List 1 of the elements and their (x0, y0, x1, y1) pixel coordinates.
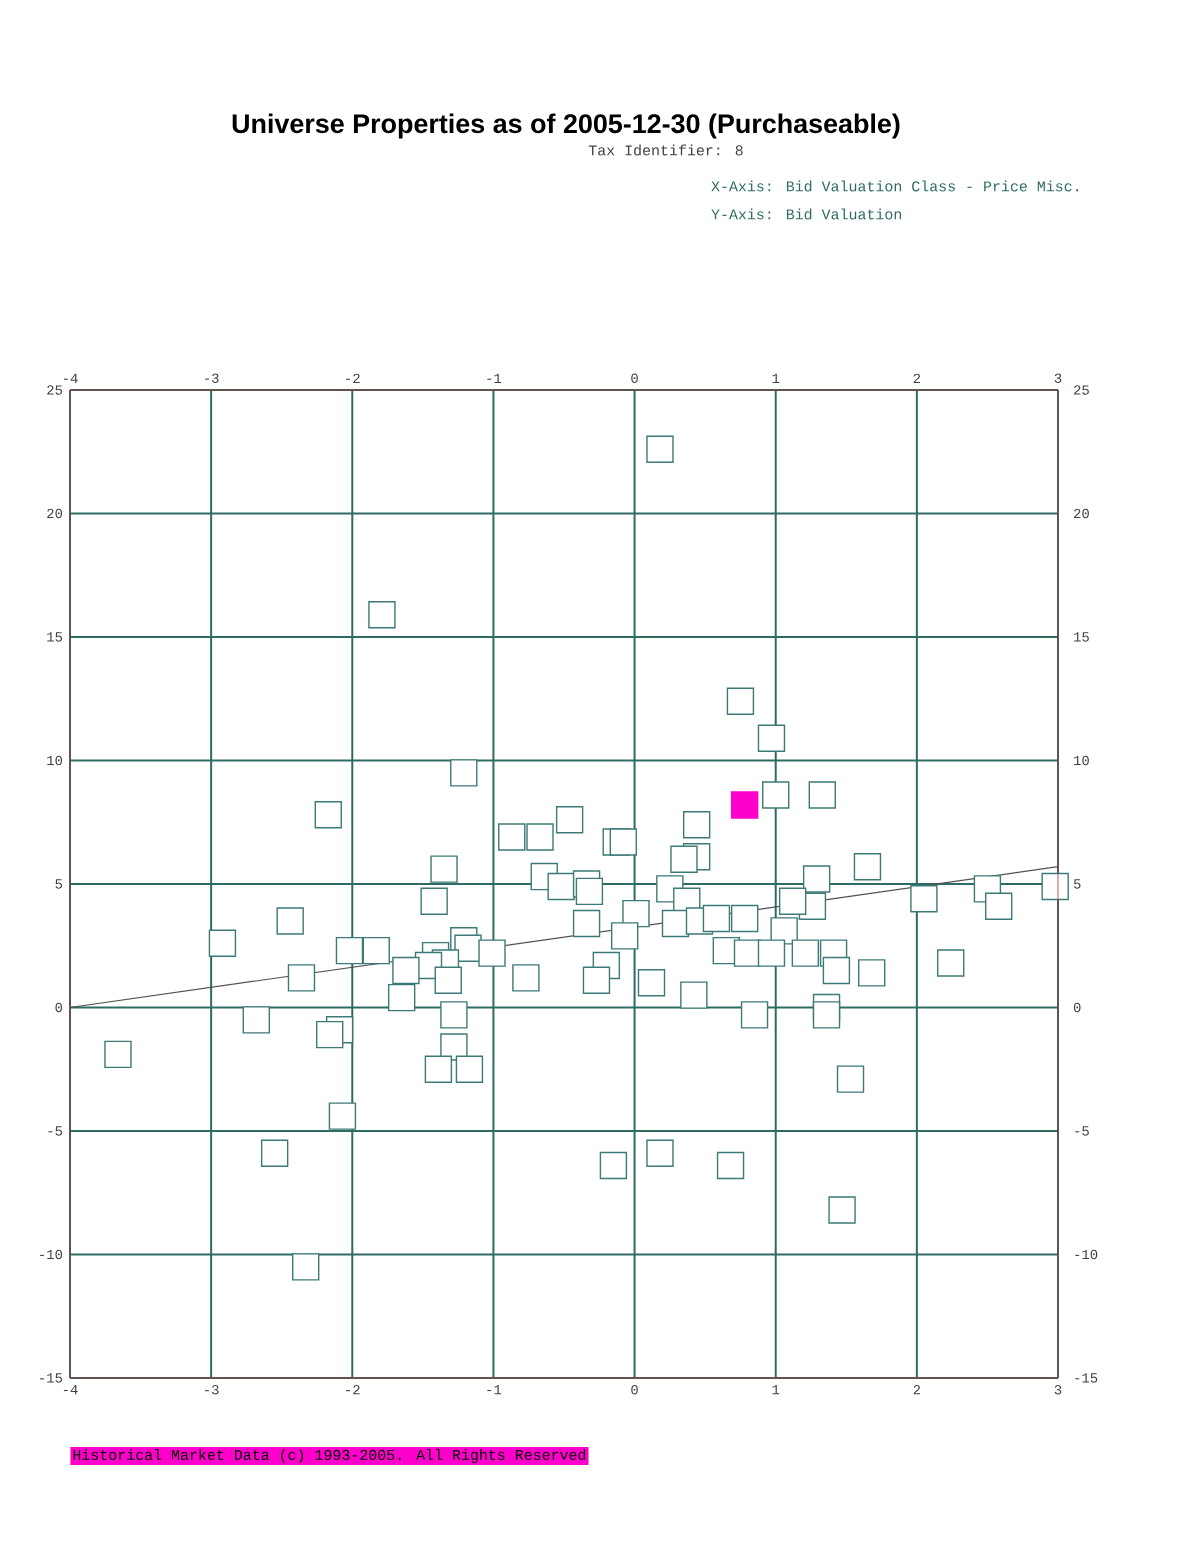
chart-title: Universe Properties as of 2005-12-30 (Purchaseable) (232, 113, 900, 139)
